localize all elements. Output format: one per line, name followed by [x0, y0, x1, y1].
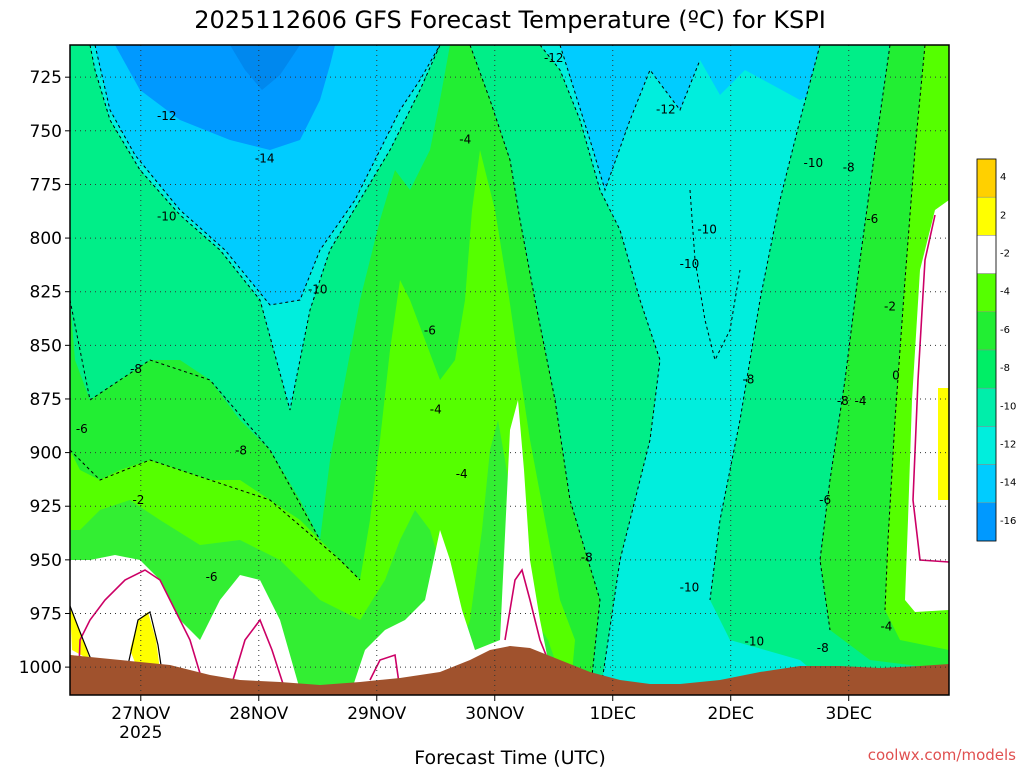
y-tick-label: 775	[30, 175, 62, 195]
colorbar-label: -8	[1000, 363, 1010, 374]
x-tick-label: 29NOV	[347, 704, 406, 724]
y-tick-label: 925	[30, 497, 62, 517]
colorbar-label: 4	[1000, 172, 1006, 183]
contour-label: -10	[745, 634, 765, 648]
contour-label: 0	[892, 368, 900, 382]
colorbar-label: -6	[1000, 325, 1010, 336]
contour-label: -4	[430, 403, 442, 417]
colorbar-swatch	[976, 235, 997, 274]
vertical-gridlines	[140, 45, 850, 695]
x-tick-label: 30NOV	[465, 704, 524, 724]
contour-label: -8	[742, 373, 754, 387]
contour-label: -12	[544, 51, 564, 65]
contour-label: -8	[843, 160, 855, 174]
contour-label: -8	[581, 551, 593, 565]
contour-label: -4	[459, 132, 471, 146]
plot-frame	[69, 44, 950, 696]
contour-label: -2	[132, 493, 144, 507]
contour-label: -10	[680, 581, 700, 595]
y-tick-label: 900	[30, 444, 62, 464]
colorbar-label: 2	[1000, 210, 1006, 221]
chart-title: 2025112606 GFS Forecast Temperature (ºC)…	[194, 6, 826, 34]
contour-label: -8	[130, 362, 142, 376]
contour-label: -10	[680, 257, 700, 271]
y-tick-label: 975	[30, 604, 62, 624]
y-tick-label: 950	[30, 551, 62, 571]
y-tick-label: 875	[30, 390, 62, 410]
colorbar-swatch	[976, 349, 997, 389]
x-tick-label: 3DEC	[825, 704, 872, 724]
contour-label: -10	[804, 156, 824, 170]
contour-label: -14	[255, 152, 275, 166]
y-tick-label: 725	[30, 68, 62, 88]
x-tick-label: 2DEC	[707, 704, 754, 724]
contour-label: -10	[308, 283, 328, 297]
contour-label: -6	[424, 323, 436, 337]
y-tick-label: 800	[30, 229, 62, 249]
colorbar-label: -12	[1000, 440, 1016, 451]
contour-label: -6	[76, 422, 88, 436]
contour-labels: -12-12-12-14-10-10-10-10-10-10-10-8-8-8-…	[76, 51, 900, 655]
terrain-surface	[70, 646, 949, 695]
contour-label: -2	[884, 300, 896, 314]
colorbar-swatch	[976, 502, 997, 542]
contour-label: -8	[817, 641, 829, 655]
contour-label: -6	[819, 493, 831, 507]
y-tick-label: 1000	[19, 658, 62, 678]
y-tick-label: 850	[30, 336, 62, 356]
contour-label: -4	[880, 619, 892, 633]
band-plus-2-right	[938, 388, 949, 500]
warm-contours	[70, 605, 163, 673]
y-tick-label: 750	[30, 122, 62, 142]
colorbar-swatch	[976, 273, 997, 313]
plot-area: -12-12-12-14-10-10-10-10-10-10-10-8-8-8-…	[70, 45, 949, 695]
x-tick-label: 28NOV	[229, 704, 288, 724]
band-plus-2-left	[70, 608, 90, 660]
colorbar-label: -14	[1000, 478, 1016, 489]
colorbar-swatch	[976, 158, 997, 198]
colorbar-label: -4	[1000, 287, 1010, 298]
contour-label: -12	[656, 102, 676, 116]
colorbar-swatch	[976, 426, 997, 465]
freezing-contours	[77, 214, 949, 695]
contour-label: -10	[697, 222, 717, 236]
colorbar-swatch	[976, 196, 997, 236]
x-tick-label: 1DEC	[589, 704, 636, 724]
colorbar: 4 2 -2 -4 -6 -8 -10 -12 -14 -16	[976, 158, 1016, 542]
contour-label: -6	[866, 212, 878, 226]
band-minus-16-peak	[230, 45, 300, 90]
colorbar-swatch	[976, 464, 997, 504]
colorbar-label: -2	[1000, 249, 1010, 260]
x-axis-label: Forecast Time (UTC)	[414, 747, 605, 768]
band-plus-2-mid	[130, 612, 160, 675]
contour-label: -4	[456, 467, 468, 481]
band-near-zero-right	[905, 200, 949, 612]
contour-label: -6	[206, 570, 218, 584]
y-axis: 725 750 775 800 825 850 875 900 925 950 975 1000	[19, 68, 70, 678]
credit-text: coolwx.com/models	[868, 746, 1016, 764]
contour-label: -10	[157, 210, 177, 224]
x-tick-label: 27NOV	[111, 704, 170, 724]
x-tick-sublabel: 2025	[119, 723, 162, 743]
colorbar-swatch	[976, 387, 997, 427]
colorbar-label: -16	[1000, 516, 1016, 527]
contour-label: -12	[157, 109, 177, 123]
contour-label: -4	[855, 394, 867, 408]
colorbar-frame	[976, 158, 997, 542]
colorbar-swatch	[976, 311, 997, 351]
contour-label: -8	[235, 443, 247, 457]
y-tick-label: 825	[30, 283, 62, 303]
band-near-zero	[70, 400, 548, 695]
contour-label: -8	[837, 394, 849, 408]
colorbar-label: -10	[1000, 401, 1016, 412]
